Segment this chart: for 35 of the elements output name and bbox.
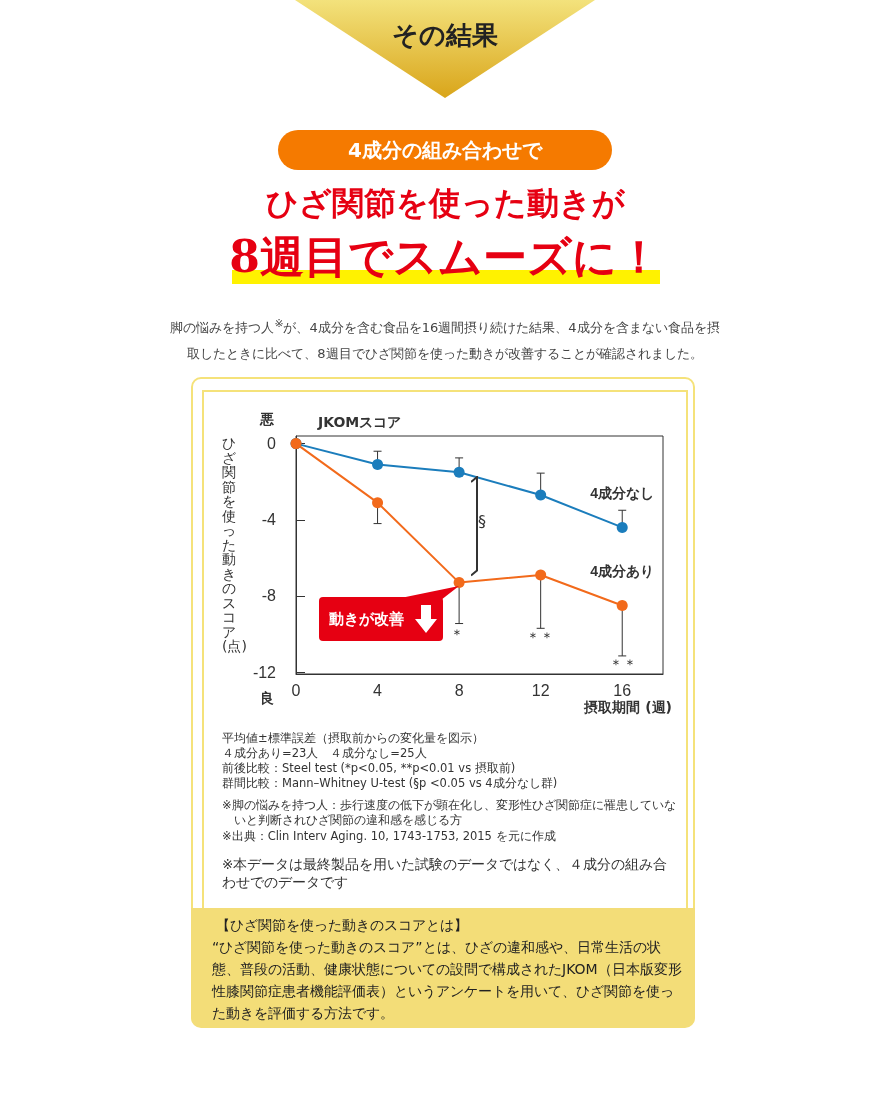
annotation: ＊＊ bbox=[526, 629, 554, 645]
text: 【ひざ関節を使った動きのスコアとは】 bbox=[216, 916, 469, 935]
chart-subtitle: 8週目でスムーズに！ bbox=[228, 230, 662, 284]
annotation: ＊ bbox=[450, 626, 464, 642]
x-tick-label: 8 bbox=[454, 681, 464, 699]
series-label: 4成分あり bbox=[590, 562, 655, 579]
text: ※本データは最終製品を用いた試験のデータではなく、４成分の組み合わせでのデータです bbox=[222, 855, 669, 891]
text: “ひざ関節を使った動きのスコア”とは、ひざの違和感や、日常生活の状態、普段の活動、健康状態についての設問で構成されたJKOM（日本版変形性膝関節症患者機能評価表）というアンケートを用いて、ひざ関節を使った動きを評価する方法です。 bbox=[212, 938, 683, 1023]
text: 4成分の組み合わせで bbox=[278, 130, 612, 170]
y-tick-label: 0 bbox=[267, 435, 277, 453]
annotation: 動きが改善 bbox=[329, 608, 405, 630]
y-tick-label: -12 bbox=[252, 663, 277, 681]
x-tick-label: 4 bbox=[373, 681, 383, 699]
series-label: 4成分なし bbox=[590, 484, 655, 501]
x-tick-label: 16 bbox=[613, 681, 632, 699]
annotation: ＊＊ bbox=[609, 656, 637, 672]
y-tick-label: -8 bbox=[261, 587, 277, 605]
text: 良 bbox=[260, 690, 274, 708]
text: 平均値±標準誤差（摂取前からの変化量を図示） bbox=[222, 731, 485, 746]
text: 悪 bbox=[260, 411, 274, 429]
x-tick-label: 0 bbox=[291, 681, 301, 699]
text: 群間比較：Mann–Whitney U-test (§p <0.05 vs 4成分なし群) bbox=[222, 776, 559, 791]
text: ４成分あり=23人 ４成分なし=25人 bbox=[222, 746, 428, 761]
x-tick-label: 12 bbox=[531, 681, 550, 699]
text: ※出典：Clin Interv Aging. 10, 1743-1753, 2015 を元に作成 bbox=[222, 829, 557, 844]
text: ひざ関節を使った動きのスコア(点) bbox=[222, 435, 247, 654]
annotation: § bbox=[478, 512, 486, 531]
text: 前後比較：Steel test (*p<0.05, **p<0.01 vs 摂取前) bbox=[222, 761, 517, 776]
y-tick-label: -4 bbox=[261, 511, 277, 529]
x-axis-title: 摂取期間 (週) bbox=[583, 699, 672, 717]
text: ※脚の悩みを持つ人：歩行速度の低下が顕在化し、変形性ひざ関節症に罹患していないと判断されひざ関節の違和感を感じる方 bbox=[222, 798, 677, 828]
text: その結果 bbox=[391, 19, 499, 52]
text: JKOMスコア bbox=[318, 414, 402, 432]
chart-title: ひざ関節を使った動きが bbox=[264, 183, 626, 224]
text: 脚の悩みを持つ人$^{※}$が、4成分を含む食品を16週間摂り続けた結果、4成分を含まない食品を摂取したときに比べて、8週目でひざ関節を使った動きが改善することが確認されました。 bbox=[169, 316, 721, 364]
